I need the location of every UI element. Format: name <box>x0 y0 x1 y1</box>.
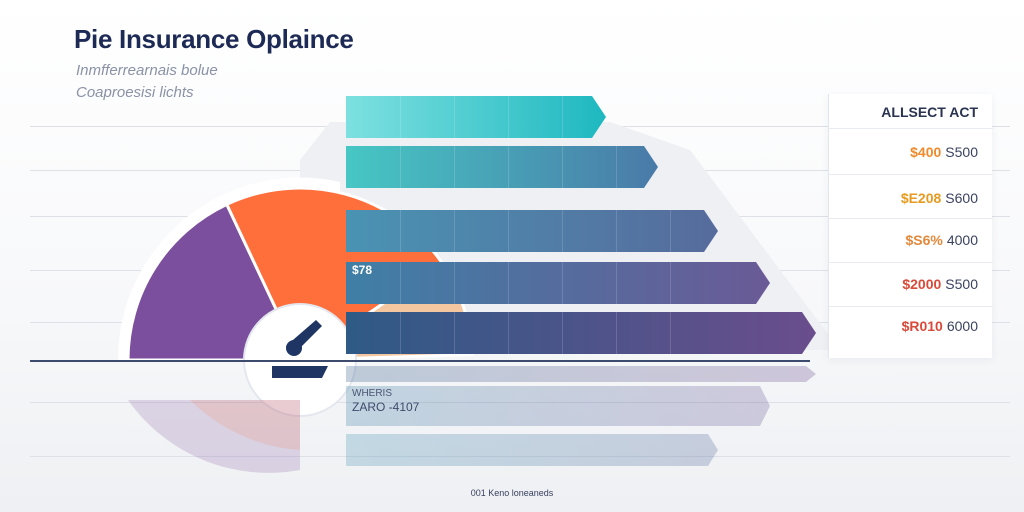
bar-segment-divider <box>400 146 401 188</box>
bar-segment-divider <box>454 96 455 138</box>
table-row: $S6% 4000 <box>905 232 978 248</box>
bar-segment-divider <box>400 312 401 354</box>
bar-segment-divider <box>508 146 509 188</box>
chart-baseline <box>30 360 810 362</box>
bar-segment-divider <box>670 312 671 354</box>
bar-segment-divider <box>454 262 455 304</box>
row-value: S500 <box>945 276 978 292</box>
bar-segment-divider <box>400 210 401 252</box>
bar-segment-divider <box>454 210 455 252</box>
reflection-label: ZARO -4107 <box>352 400 420 414</box>
bar <box>346 262 770 304</box>
table-row: $E208 S600 <box>901 190 978 206</box>
row-value: S500 <box>945 144 978 160</box>
table-divider <box>829 306 993 307</box>
table-divider <box>829 128 993 129</box>
footer-note: 001 Keno loneaneds <box>470 488 554 498</box>
row-amount: $R010 <box>901 318 943 334</box>
chart-title: Pie Insurance Oplaince <box>74 24 354 54</box>
bar-segment-divider <box>562 210 563 252</box>
reflection-label-small: WHERIS <box>352 388 392 399</box>
bar-segment-divider <box>508 262 509 304</box>
bar-segment-divider <box>562 146 563 188</box>
bar-segment-divider <box>616 262 617 304</box>
bar-label: $78 <box>352 263 372 277</box>
row-value: 4000 <box>946 232 978 248</box>
table-divider <box>829 174 993 175</box>
bar-segment-divider <box>616 146 617 188</box>
bar-segment-divider <box>562 96 563 138</box>
bar-segment-divider <box>454 146 455 188</box>
chart-subtitle-line2: Coaproesisi lichts <box>76 84 194 101</box>
bar-segment-divider <box>508 210 509 252</box>
bar-chart: $78 <box>346 96 816 354</box>
bar-segment-divider <box>454 312 455 354</box>
bar-segment-divider <box>400 262 401 304</box>
row-amount: $400 <box>910 144 942 160</box>
bar-segment-divider <box>616 312 617 354</box>
gauge-pivot-icon <box>286 340 302 356</box>
bar-reflection <box>346 366 816 382</box>
bar-reflection <box>346 386 770 426</box>
row-value: 6000 <box>946 318 978 334</box>
summary-table-header: ALLSECT ACT <box>881 104 978 120</box>
bar-segment-divider <box>670 262 671 304</box>
row-amount: $S6% <box>905 232 943 248</box>
table-row: $2000 S500 <box>902 276 978 292</box>
bar-segment-divider <box>562 312 563 354</box>
bar-segment-divider <box>616 210 617 252</box>
table-divider <box>829 218 993 219</box>
table-row: $400 S500 <box>910 144 978 160</box>
bar-segment-divider <box>508 96 509 138</box>
chart-subtitle-line1: Inmfferrearnais bolue <box>76 62 218 79</box>
gauge-base-icon <box>272 366 328 378</box>
row-value: S600 <box>945 190 978 206</box>
bar-segment-divider <box>670 210 671 252</box>
bar-reflection <box>346 434 718 466</box>
bar <box>346 96 606 138</box>
bar-segment-divider <box>400 96 401 138</box>
reflection <box>128 366 816 473</box>
table-divider <box>829 262 993 263</box>
bar-segment-divider <box>508 312 509 354</box>
summary-table: ALLSECT ACT $400 S500 $E208 S600 $S6% 4000 … <box>828 94 993 358</box>
bar <box>346 146 658 188</box>
row-amount: $E208 <box>900 190 942 206</box>
bar <box>346 312 816 354</box>
pie-reflection <box>128 400 300 473</box>
row-amount: $2000 <box>902 276 942 292</box>
table-row: $R010 6000 <box>902 318 978 334</box>
bar-segment-divider <box>562 262 563 304</box>
pie-slice <box>126 202 303 362</box>
pie-reflection <box>190 400 300 450</box>
bar <box>346 210 718 252</box>
